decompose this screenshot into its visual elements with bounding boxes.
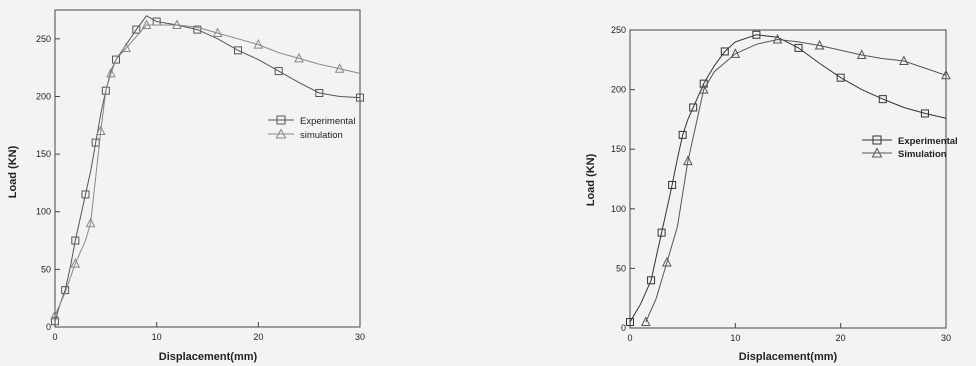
data-point-square [678, 130, 687, 139]
legend-label-0: Experimental [300, 116, 355, 127]
data-point-square [878, 95, 887, 104]
data-point-square [668, 180, 677, 189]
legend-marker-triangle [871, 147, 883, 158]
data-point-triangle [106, 67, 116, 78]
data-point-triangle [85, 217, 96, 228]
data-point-square [193, 25, 202, 34]
legend-item-1: Simulation [862, 147, 947, 160]
legend-item-1: simulation [268, 128, 343, 141]
data-point-triangle [730, 48, 741, 58]
x-tick-label: 0 [52, 332, 57, 342]
series-line-0 [629, 34, 947, 323]
data-point-triangle [899, 55, 909, 65]
series-line-0 [54, 15, 361, 322]
x-tick-label: 20 [836, 333, 846, 343]
data-point-triangle [683, 155, 693, 166]
tick-group: 0 10 20 30 0 50 100 150 200 250 [36, 34, 365, 342]
data-point-triangle [172, 19, 182, 29]
legend-label-1: Simulation [898, 149, 947, 160]
data-point-square [657, 228, 666, 237]
data-point-square [794, 43, 803, 52]
data-point-triangle [698, 83, 709, 94]
data-point-triangle [294, 52, 304, 63]
y-tick-label: 100 [36, 207, 51, 217]
y-axis-label: Load (KN) [585, 153, 597, 206]
series-group [50, 15, 364, 326]
x-tick-label: 10 [152, 332, 162, 342]
data-point-triangle [70, 257, 81, 268]
data-point-square [836, 73, 845, 82]
data-point-triangle [253, 38, 264, 49]
data-point-triangle [662, 256, 672, 267]
plot-frame [629, 29, 947, 329]
legend: Experimental simulation [268, 115, 355, 141]
x-tick-label: 20 [253, 332, 263, 342]
data-point-square [689, 103, 698, 112]
data-point-triangle [50, 309, 60, 320]
legend-label-0: Experimental [898, 136, 958, 147]
x-axis-label: Displacement(mm) [159, 351, 258, 363]
data-point-square [647, 276, 656, 285]
y-tick-label: 100 [611, 204, 626, 214]
data-point-square [81, 190, 90, 199]
legend-label-1: simulation [300, 130, 343, 141]
y-tick-label: 150 [36, 149, 51, 159]
plot-frame [54, 9, 361, 328]
y-tick-label: 250 [611, 25, 626, 35]
legend-marker-square [276, 115, 286, 125]
x-tick-label: 0 [627, 333, 632, 343]
data-point-square [920, 109, 929, 118]
legend-marker-triangle [275, 128, 287, 139]
data-point-triangle [941, 69, 951, 80]
data-point-square [112, 55, 120, 64]
data-point-triangle [772, 33, 783, 44]
data-point-triangle [95, 125, 106, 136]
legend-item-0: Experimental [862, 135, 958, 147]
data-point-triangle [814, 39, 825, 50]
data-point-triangle [640, 316, 651, 327]
legend: Experimental Simulation [862, 135, 958, 160]
x-axis-label: Displacement(mm) [739, 351, 838, 363]
y-axis-label: Load (KN) [7, 145, 19, 198]
data-point-triangle [856, 49, 867, 60]
data-point-triangle [141, 19, 152, 29]
data-point-square [274, 67, 283, 76]
y-tick-label: 200 [36, 91, 51, 101]
y-tick-label: 150 [611, 144, 626, 154]
data-point-square [234, 46, 242, 55]
data-point-square [752, 30, 761, 39]
y-tick-label: 200 [611, 85, 626, 95]
series-group [626, 30, 951, 327]
data-point-triangle [121, 42, 131, 53]
data-point-square [356, 93, 364, 102]
data-point-square [132, 25, 141, 34]
legend-item-0: Experimental [268, 115, 355, 127]
y-tick-label: 0 [621, 323, 626, 333]
data-point-square [71, 236, 80, 245]
y-tick-label: 50 [41, 264, 51, 274]
data-point-triangle [212, 27, 223, 38]
y-tick-label: 250 [36, 34, 51, 44]
y-tick-label: 50 [616, 263, 626, 273]
legend-marker-square [872, 135, 882, 145]
series-line-1 [645, 38, 947, 323]
data-point-triangle [334, 63, 345, 73]
x-tick-label: 30 [355, 332, 365, 342]
data-point-square [315, 88, 324, 97]
x-tick-label: 10 [730, 333, 740, 343]
data-point-square [720, 47, 729, 56]
y-tick-label: 0 [46, 322, 51, 332]
tick-group: 0 10 20 30 0 50 100 150 200 250 [611, 25, 951, 343]
series-line-1 [54, 24, 361, 316]
x-tick-label: 30 [941, 333, 951, 343]
